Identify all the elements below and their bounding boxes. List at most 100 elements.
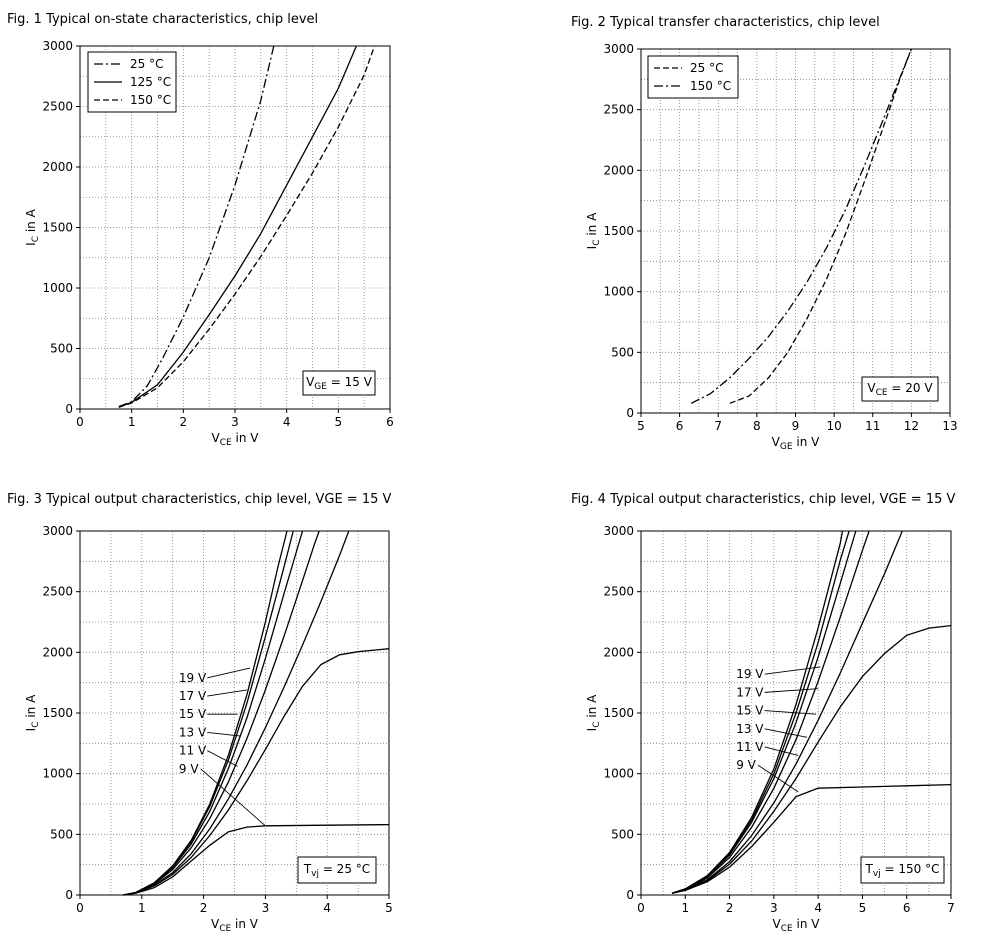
curve-label: 13 V: [736, 722, 764, 736]
x-axis-label: VCE in V: [211, 917, 259, 934]
y-tick-label: 1000: [603, 285, 634, 299]
y-axis-label: IC in A: [585, 212, 602, 249]
y-tick-label: 2500: [603, 103, 634, 117]
annotation-label: VGE = 15 V: [306, 375, 373, 392]
curve-leader-line: [207, 667, 251, 679]
chart-3: Fig. 3 Typical output characteristics, c…: [7, 492, 393, 934]
annotation-box: [861, 376, 939, 402]
y-tick-label: 2000: [603, 645, 634, 659]
curve-leader-line: [200, 768, 266, 827]
legend-label: 25 °C: [690, 61, 723, 75]
chart-2: Fig. 2 Typical transfer characteristics,…: [571, 15, 958, 452]
x-tick-label: 0: [76, 415, 84, 429]
y-tick-label: 2000: [42, 160, 73, 174]
series-line-13V: [671, 530, 870, 894]
y-axis-label: IC in A: [24, 694, 41, 731]
x-tick-label: 1: [681, 901, 689, 915]
chart-4: Fig. 4 Typical output characteristics, c…: [571, 492, 956, 934]
x-tick-label: 10: [826, 419, 841, 433]
series-line-25C: [729, 48, 913, 404]
x-axis-label: VGE in V: [772, 435, 820, 452]
y-tick-label: 3000: [42, 524, 73, 538]
series-line-9V: [123, 823, 390, 896]
y-tick-label: 1000: [603, 767, 634, 781]
legend-label: 150 °C: [690, 79, 731, 93]
annotation-box: [860, 856, 945, 884]
x-tick-label: 2: [726, 901, 734, 915]
curve-label: 11 V: [179, 744, 207, 758]
y-tick-label: 1500: [42, 221, 73, 235]
x-tick-label: 12: [904, 419, 919, 433]
grid: [641, 531, 951, 895]
x-tick-label: 5: [385, 901, 393, 915]
legend-label: 125 °C: [130, 75, 171, 89]
y-tick-label: 500: [611, 345, 634, 359]
y-tick-label: 0: [626, 406, 634, 420]
x-tick-label: 5: [637, 419, 645, 433]
series-line-11V: [123, 530, 350, 896]
series-line-15V: [671, 530, 857, 894]
legend-box: [647, 55, 739, 99]
y-tick-label: 3000: [603, 42, 634, 56]
x-tick-label: 2: [180, 415, 188, 429]
annotation-label: VCE = 20 V: [867, 381, 933, 398]
annotation-box: [302, 370, 376, 396]
y-tick-label: 1500: [603, 224, 634, 238]
curve-label: 9 V: [179, 762, 199, 776]
x-axis-label: VCE in V: [212, 431, 260, 448]
x-tick-label: 1: [138, 901, 146, 915]
y-tick-label: 2000: [603, 163, 634, 177]
legend: 25 °C 125 °C 150 °C: [87, 51, 177, 113]
x-tick-label: 3: [262, 901, 270, 915]
legend-label: 25 °C: [130, 57, 163, 71]
curve-leader-line: [764, 688, 819, 693]
series-line-25C: [118, 45, 275, 408]
x-tick-label: 1: [128, 415, 136, 429]
curve-leader-line: [764, 746, 799, 756]
curve-leader-line: [764, 710, 816, 715]
series-line-150C: [690, 48, 913, 404]
x-tick-label: 11: [865, 419, 880, 433]
x-tick-label: 3: [770, 901, 778, 915]
curve-label: 19 V: [736, 667, 764, 681]
legend-label: 150 °C: [130, 93, 171, 107]
x-tick-label: 9: [792, 419, 800, 433]
y-tick-label: 1500: [603, 706, 634, 720]
curve-leader-line: [764, 666, 821, 675]
y-tick-label: 3000: [603, 524, 634, 538]
y-axis-label: IC in A: [24, 208, 41, 245]
curve-label: 15 V: [736, 704, 764, 718]
grid: [641, 49, 950, 413]
y-tick-label: 500: [50, 827, 73, 841]
x-axis-label: VCE in V: [773, 917, 821, 934]
y-axis-label: IC in A: [585, 694, 602, 731]
x-tick-label: 7: [714, 419, 722, 433]
x-tick-label: 4: [814, 901, 822, 915]
x-tick-label: 2: [200, 901, 208, 915]
y-tick-label: 0: [626, 888, 634, 902]
curve-leader-line: [207, 750, 238, 767]
x-tick-label: 5: [335, 415, 343, 429]
curve-label: 15 V: [179, 707, 207, 721]
curve-leader-line: [207, 689, 247, 697]
series-line-13V: [123, 530, 320, 896]
x-tick-label: 7: [947, 901, 955, 915]
x-tick-label: 3: [231, 415, 239, 429]
x-tick-label: 4: [283, 415, 291, 429]
chart-title: Fig. 3 Typical output characteristics, c…: [7, 492, 392, 507]
x-tick-label: 6: [676, 419, 684, 433]
x-tick-label: 0: [76, 901, 84, 915]
y-tick-label: 500: [50, 342, 73, 356]
y-tick-label: 0: [65, 402, 73, 416]
x-tick-label: 6: [386, 415, 394, 429]
y-tick-label: 2000: [42, 645, 73, 659]
annotation-box: [297, 856, 377, 884]
legend: 25 °C 150 °C: [647, 55, 739, 99]
chart-title: Fig. 1 Typical on-state characteristics,…: [7, 12, 318, 27]
series-line-125C: [118, 45, 357, 408]
x-tick-label: 6: [903, 901, 911, 915]
x-tick-label: 4: [323, 901, 331, 915]
chart-title: Fig. 2 Typical transfer characteristics,…: [571, 15, 880, 30]
x-tick-label: 8: [753, 419, 761, 433]
